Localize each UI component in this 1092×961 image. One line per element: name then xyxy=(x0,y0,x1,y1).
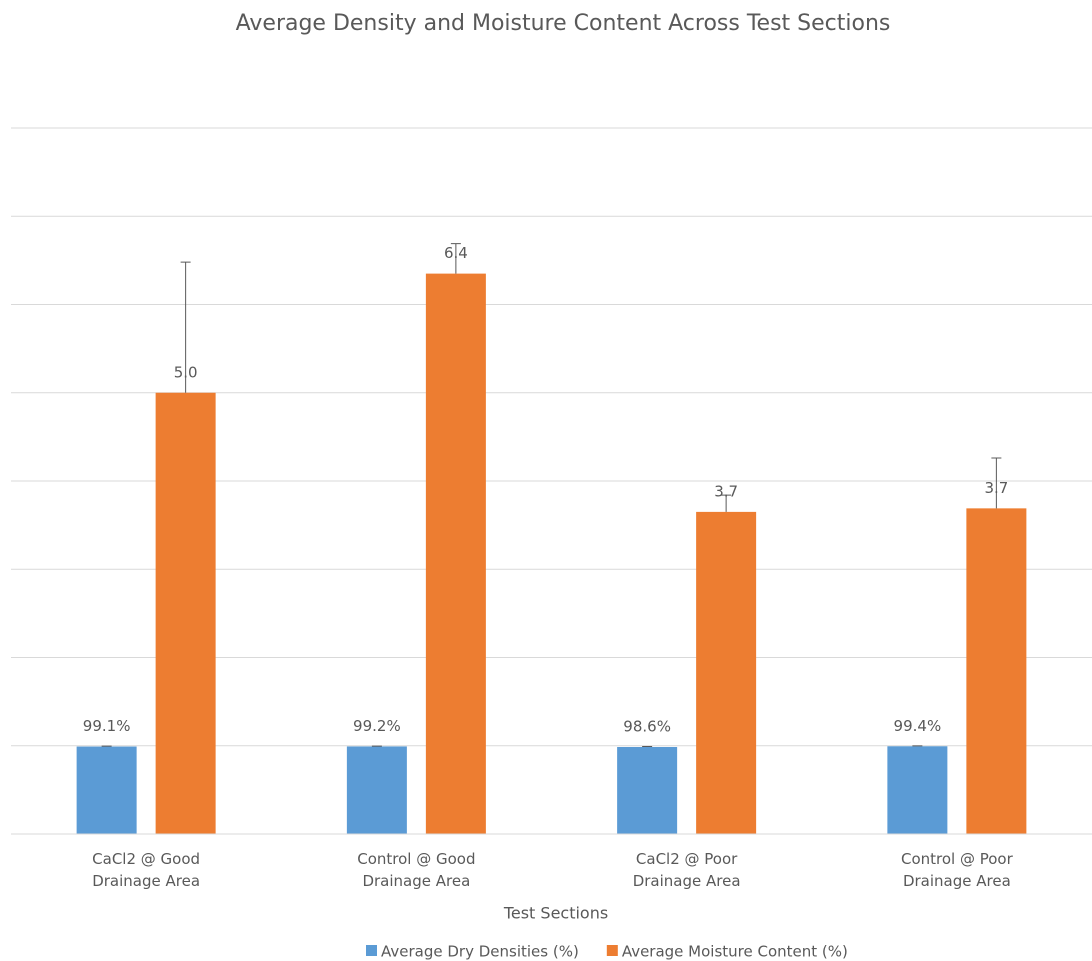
error-bar xyxy=(450,243,461,274)
data-label: 99.2% xyxy=(353,717,401,735)
bar xyxy=(76,746,137,834)
bar xyxy=(617,746,678,834)
bar xyxy=(696,511,757,834)
legend-label: Average Moisture Content (%) xyxy=(622,943,848,961)
data-label: 99.4% xyxy=(894,717,942,735)
legend-swatch xyxy=(606,945,618,956)
bar xyxy=(155,392,216,834)
bar xyxy=(887,746,948,834)
error-bar xyxy=(180,261,191,393)
error-bar xyxy=(721,494,732,512)
error-bar xyxy=(991,457,1002,509)
data-label: 3.7 xyxy=(714,482,738,500)
bar xyxy=(425,273,486,834)
legend-swatch xyxy=(366,945,377,956)
data-label: 3.7 xyxy=(984,479,1008,497)
x-tick-label: Control @ Poor Drainage Area xyxy=(900,850,1013,890)
x-tick-label: CaCl2 @ Poor Drainage Area xyxy=(632,850,741,890)
x-tick-label: Control @ Good Drainage Area xyxy=(357,850,476,890)
x-axis-title: Test Sections xyxy=(503,904,608,923)
legend-label: Average Dry Densities (%) xyxy=(381,943,579,961)
x-tick-label: CaCl2 @ Good Drainage Area xyxy=(92,850,201,890)
data-label: 99.1% xyxy=(83,717,131,735)
data-label: 6.4 xyxy=(444,244,468,262)
chart-title: Average Density and Moisture Content Acr… xyxy=(236,11,891,36)
bar xyxy=(346,746,407,834)
data-label: 98.6% xyxy=(623,717,671,735)
data-label: 5.0 xyxy=(174,363,198,381)
bar xyxy=(966,508,1027,834)
